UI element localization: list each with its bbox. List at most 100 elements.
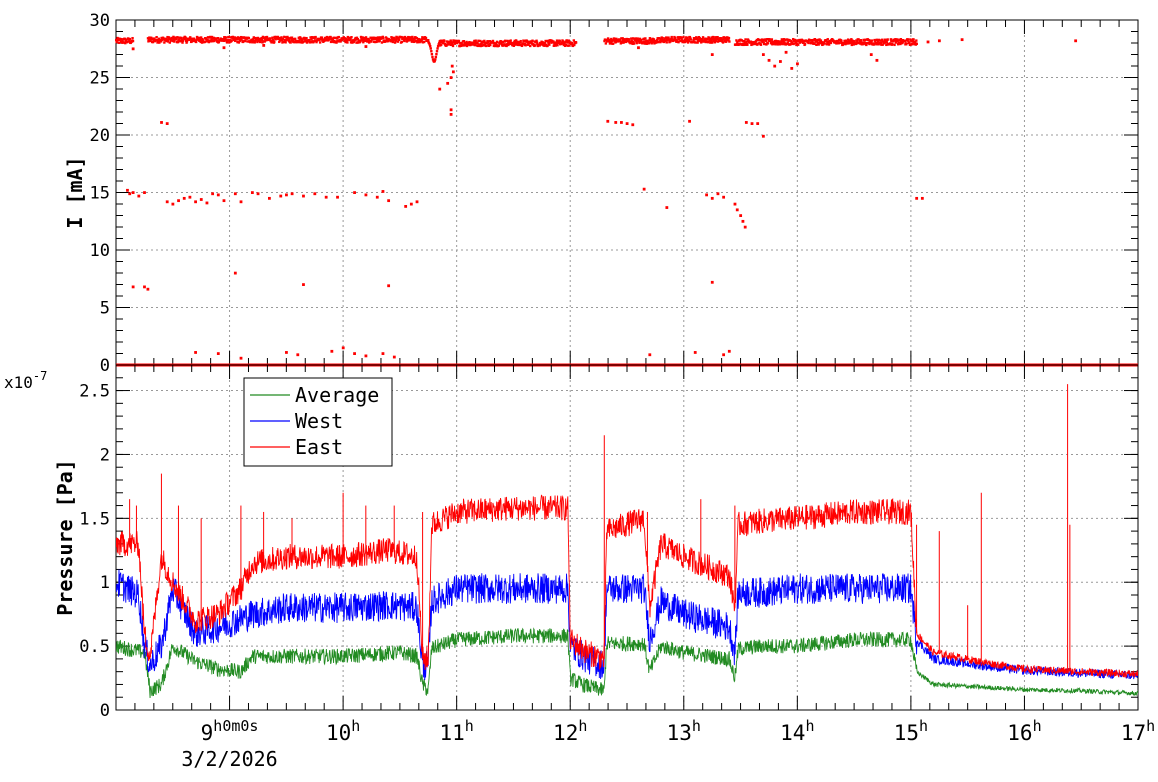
current-point	[122, 41, 125, 44]
current-point	[631, 123, 635, 127]
current-point	[758, 39, 762, 42]
current-point	[207, 39, 210, 43]
current-point	[205, 40, 209, 43]
current-point	[457, 39, 461, 43]
current-point	[387, 199, 391, 203]
current-point	[698, 37, 702, 40]
current-point	[677, 38, 681, 41]
current-point	[850, 38, 853, 41]
y-tick-label: 10	[90, 241, 110, 261]
current-point	[829, 41, 833, 45]
current-point	[483, 44, 487, 47]
current-point	[623, 38, 626, 41]
current-point	[330, 37, 334, 40]
current-point	[370, 40, 373, 43]
current-point	[915, 196, 919, 200]
current-point	[794, 40, 798, 44]
current-point	[363, 39, 367, 43]
current-point	[199, 40, 202, 44]
current-point	[251, 39, 255, 42]
current-point	[416, 39, 420, 43]
current-point	[498, 42, 501, 45]
current-point	[829, 40, 832, 43]
current-point	[718, 39, 722, 43]
current-point	[544, 43, 548, 46]
current-point	[699, 39, 702, 42]
current-point	[898, 41, 902, 44]
current-point	[619, 39, 622, 43]
current-point	[464, 43, 467, 47]
current-point	[117, 41, 121, 44]
current-point	[206, 36, 210, 39]
current-point	[453, 42, 457, 45]
current-point	[449, 76, 453, 79]
current-point	[926, 40, 930, 44]
current-point	[817, 43, 820, 46]
current-point	[489, 43, 492, 47]
current-point	[762, 38, 765, 42]
current-point	[403, 35, 407, 39]
current-point	[410, 38, 413, 41]
current-point	[511, 44, 514, 47]
current-point	[376, 36, 380, 39]
current-point	[364, 45, 368, 48]
current-point	[725, 40, 728, 43]
current-point	[258, 40, 262, 44]
current-point	[656, 40, 660, 44]
current-point	[216, 37, 220, 40]
current-point	[486, 40, 490, 44]
current-point	[407, 35, 410, 39]
current-point	[855, 42, 859, 45]
current-point	[159, 40, 163, 43]
current-point	[373, 40, 377, 44]
current-point	[382, 37, 385, 40]
current-point	[765, 38, 769, 41]
current-point	[737, 43, 740, 46]
current-point	[634, 37, 638, 40]
x-tick-label: 15h	[894, 717, 928, 745]
current-point	[393, 37, 396, 40]
current-point	[405, 37, 408, 40]
current-point	[491, 39, 495, 43]
current-point	[792, 42, 795, 46]
current-point	[915, 39, 918, 42]
current-point	[670, 35, 673, 39]
current-point	[143, 285, 146, 289]
current-point	[390, 36, 393, 39]
current-point	[823, 42, 826, 45]
current-point	[785, 38, 789, 41]
current-point	[877, 38, 881, 42]
current-point	[196, 38, 200, 41]
current-point	[711, 37, 714, 41]
current-point	[816, 41, 819, 45]
current-point	[415, 37, 419, 40]
current-point	[479, 43, 483, 46]
current-point	[460, 41, 463, 45]
current-point	[727, 36, 731, 40]
current-point	[117, 38, 120, 42]
current-point	[505, 44, 508, 48]
current-point	[356, 37, 360, 41]
current-point	[648, 37, 652, 40]
current-point	[175, 37, 178, 40]
current-point	[662, 40, 666, 44]
current-point	[868, 42, 871, 46]
current-point	[546, 44, 549, 48]
current-axis-label: I [mA]	[63, 156, 87, 228]
current-point	[375, 40, 378, 44]
current-point	[413, 37, 416, 40]
current-point	[874, 41, 878, 45]
current-point	[655, 39, 659, 42]
current-point	[289, 41, 292, 44]
current-point	[700, 41, 703, 44]
current-point	[158, 41, 161, 44]
current-point	[343, 39, 346, 43]
current-point	[746, 43, 749, 46]
current-point	[789, 43, 792, 46]
current-point	[451, 70, 455, 74]
current-point	[786, 42, 789, 46]
current-point	[541, 41, 545, 44]
x-tick-label: 14h	[780, 717, 814, 745]
current-point	[891, 42, 894, 46]
current-point	[682, 35, 685, 39]
